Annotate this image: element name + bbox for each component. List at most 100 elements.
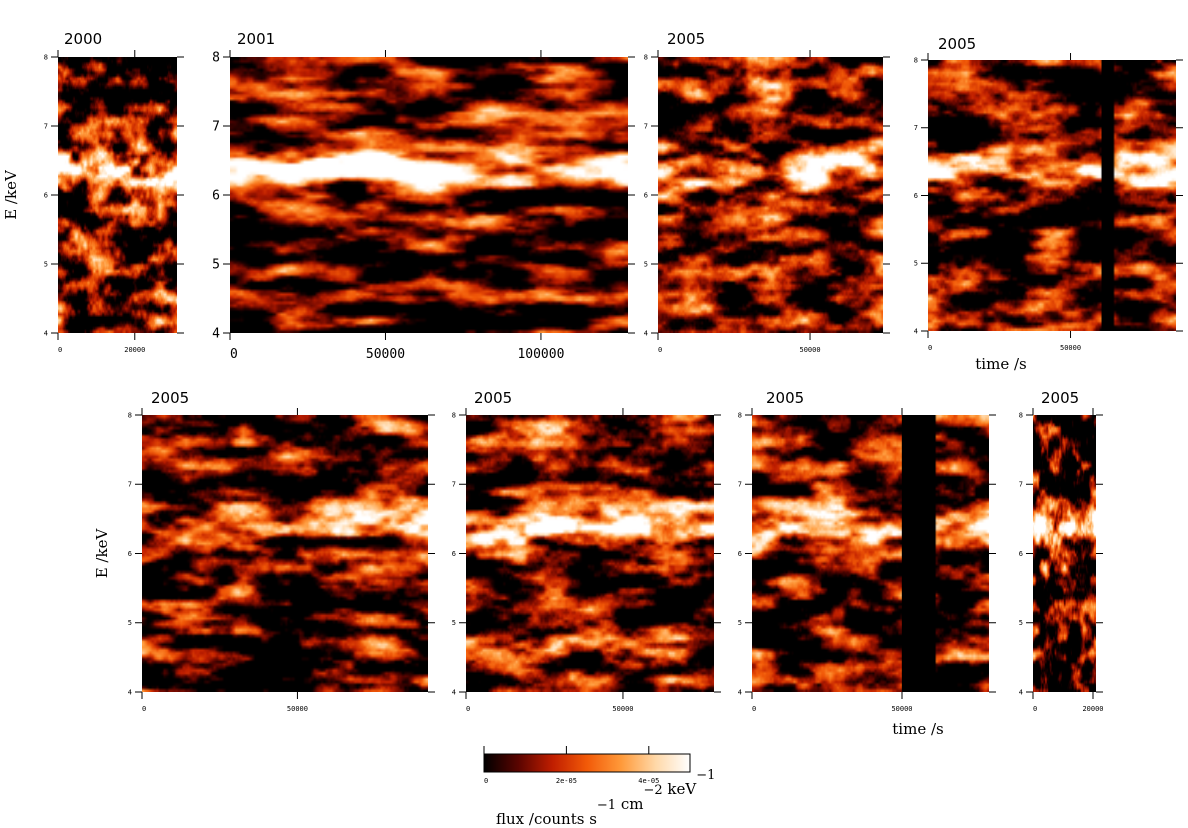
heatmap-image bbox=[658, 57, 883, 333]
y-tick-label: 8 bbox=[644, 53, 648, 61]
x-tick-label: 0 bbox=[142, 705, 146, 713]
y-tick-label: 4 bbox=[452, 688, 456, 696]
x-tick-label: 0 bbox=[58, 346, 62, 354]
y-tick-label: 6 bbox=[212, 189, 220, 204]
x-tick-label: 100000 bbox=[517, 347, 564, 362]
y-tick-label: 5 bbox=[1019, 619, 1023, 627]
y-axis-label: E /keV bbox=[2, 169, 20, 220]
y-tick-label: 6 bbox=[128, 550, 132, 558]
y-tick-label: 5 bbox=[914, 260, 918, 268]
y-tick-label: 4 bbox=[212, 327, 220, 342]
y-tick-label: 8 bbox=[44, 53, 48, 61]
heatmap-image bbox=[230, 57, 628, 333]
y-tick-label: 7 bbox=[738, 481, 742, 489]
colorbar-gradient bbox=[483, 753, 691, 773]
heatmap-image bbox=[928, 60, 1176, 331]
x-tick-label: 50000 bbox=[1060, 344, 1081, 352]
heatmap-panel: 2005 0 50000 4 5 6 7 8 time /s bbox=[914, 35, 1183, 373]
panel-year-label: 2005 bbox=[151, 389, 189, 407]
y-tick-label: 7 bbox=[644, 122, 648, 130]
y-tick-label: 5 bbox=[644, 260, 648, 268]
x-tick-label: 20000 bbox=[124, 346, 145, 354]
y-tick-label: 6 bbox=[1019, 550, 1023, 558]
colorbar-label-part: keV bbox=[663, 780, 698, 798]
y-tick-label: 6 bbox=[452, 550, 456, 558]
colorbar-label-exponent: −2 bbox=[643, 783, 662, 798]
x-tick-label: 0 bbox=[466, 705, 470, 713]
y-tick-label: 6 bbox=[644, 191, 648, 199]
x-tick-label: 0 bbox=[230, 347, 238, 362]
panel-year-label: 2005 bbox=[474, 389, 512, 407]
colorbar-label-exponent: −1 bbox=[696, 768, 715, 783]
x-tick-label: 50000 bbox=[287, 705, 308, 713]
colorbar-tick-label: 4e-05 bbox=[638, 777, 659, 785]
y-tick-label: 8 bbox=[212, 51, 220, 66]
data-gap bbox=[1101, 60, 1114, 331]
heatmap-image bbox=[1033, 415, 1096, 692]
y-tick-label: 4 bbox=[44, 329, 48, 337]
panel-year-label: 2005 bbox=[938, 35, 976, 53]
colorbar-tick-label: 0 bbox=[484, 777, 488, 785]
y-tick-label: 8 bbox=[452, 411, 456, 419]
heatmap-image bbox=[58, 57, 177, 333]
y-tick-label: 7 bbox=[914, 124, 918, 132]
y-tick-label: 5 bbox=[44, 260, 48, 268]
y-tick-label: 7 bbox=[128, 481, 132, 489]
heatmap-panel: 2005 0 50000 4 5 6 7 8 bbox=[452, 389, 721, 713]
y-tick-label: 4 bbox=[128, 688, 132, 696]
y-tick-label: 8 bbox=[1019, 411, 1023, 419]
x-tick-label: 50000 bbox=[366, 347, 405, 362]
panel-year-label: 2005 bbox=[1041, 389, 1079, 407]
y-tick-label: 8 bbox=[128, 411, 132, 419]
colorbar-label: flux /counts s−1 cm−2 keV−1 bbox=[496, 768, 715, 828]
y-tick-label: 5 bbox=[212, 258, 220, 273]
colorbar-label-part: flux /counts s bbox=[496, 810, 597, 828]
x-tick-label: 20000 bbox=[1082, 705, 1103, 713]
y-tick-label: 4 bbox=[1019, 688, 1023, 696]
panel-year-label: 2000 bbox=[64, 30, 102, 48]
y-tick-label: 5 bbox=[738, 619, 742, 627]
heatmap-panel: 2005 0 50000 4 5 6 7 8 bbox=[644, 30, 890, 354]
y-tick-label: 5 bbox=[452, 619, 456, 627]
heatmap-image bbox=[466, 415, 714, 692]
y-tick-label: 6 bbox=[44, 191, 48, 199]
y-tick-label: 4 bbox=[738, 688, 742, 696]
x-tick-label: 50000 bbox=[799, 346, 820, 354]
heatmap-image bbox=[752, 415, 989, 692]
y-tick-label: 5 bbox=[128, 619, 132, 627]
panel-year-label: 2001 bbox=[237, 30, 275, 48]
y-tick-label: 4 bbox=[644, 329, 648, 337]
heatmap-panel: 2005 0 50000 4 5 6 7 8 E /keV bbox=[93, 389, 435, 713]
colorbar-label-part: cm bbox=[616, 795, 643, 813]
panel-year-label: 2005 bbox=[667, 30, 705, 48]
y-tick-label: 8 bbox=[738, 411, 742, 419]
x-tick-label: 0 bbox=[1033, 705, 1037, 713]
x-tick-label: 0 bbox=[658, 346, 662, 354]
x-tick-label: 0 bbox=[752, 705, 756, 713]
colorbar-label-exponent: −1 bbox=[597, 798, 616, 813]
y-tick-label: 4 bbox=[914, 327, 918, 335]
y-axis-label: E /keV bbox=[93, 528, 111, 579]
x-tick-label: 50000 bbox=[891, 705, 912, 713]
y-tick-label: 7 bbox=[1019, 481, 1023, 489]
colorbar-tick-label: 2e-05 bbox=[556, 777, 577, 785]
heatmap-image bbox=[142, 415, 428, 692]
x-tick-label: 0 bbox=[928, 344, 932, 352]
y-tick-label: 6 bbox=[914, 192, 918, 200]
y-tick-label: 7 bbox=[44, 122, 48, 130]
x-axis-label: time /s bbox=[975, 355, 1026, 373]
y-tick-label: 7 bbox=[212, 120, 220, 135]
heatmap-panel: 2005 0 20000 4 5 6 7 8 bbox=[1019, 389, 1104, 713]
panel-year-label: 2005 bbox=[766, 389, 804, 407]
y-tick-label: 8 bbox=[914, 56, 918, 64]
x-tick-label: 50000 bbox=[612, 705, 633, 713]
x-axis-label: time /s bbox=[892, 720, 943, 738]
y-tick-label: 7 bbox=[452, 481, 456, 489]
heatmap-panel: 2001 0 50000 100000 4 5 6 7 8 bbox=[212, 30, 635, 362]
data-gap bbox=[902, 415, 935, 692]
y-tick-label: 6 bbox=[738, 550, 742, 558]
